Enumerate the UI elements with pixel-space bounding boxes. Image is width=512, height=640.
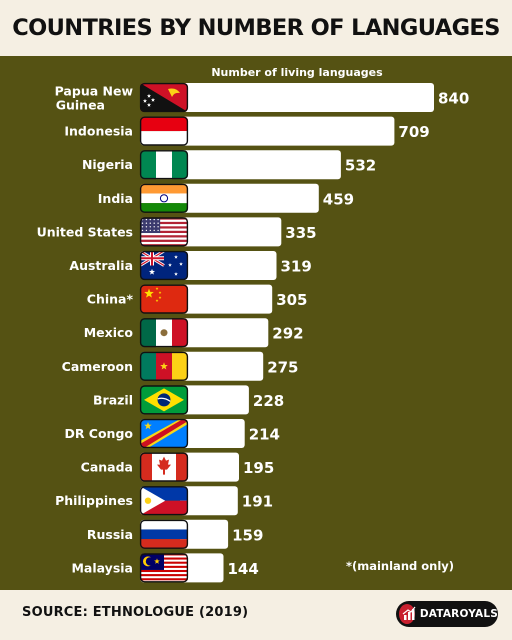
title-bar: COUNTRIES BY NUMBER OF LANGUAGES bbox=[0, 0, 512, 56]
philippines-flag-icon bbox=[139, 486, 189, 516]
bar bbox=[180, 385, 249, 415]
bar-row: 305 China* bbox=[87, 284, 308, 314]
category-label: DR Congo bbox=[64, 426, 133, 441]
bar-row: 228 Brazil bbox=[93, 385, 284, 415]
category-label: United States bbox=[37, 224, 133, 239]
bar-row: 532 Nigeria bbox=[82, 150, 376, 180]
source-text: SOURCE: ETHNOLOGUE (2019) bbox=[22, 605, 249, 620]
australia-flag-icon bbox=[139, 250, 189, 281]
bar-row: 840 Papua New Guinea bbox=[55, 82, 469, 113]
bar bbox=[180, 486, 238, 516]
value-label: 335 bbox=[285, 224, 316, 242]
value-label: 191 bbox=[242, 493, 273, 511]
china-flag-icon bbox=[139, 284, 189, 314]
brand-badge: DATAROYALS bbox=[396, 601, 498, 627]
bar bbox=[180, 217, 282, 247]
bar-chart-logo-icon bbox=[399, 604, 416, 624]
bar bbox=[180, 318, 269, 348]
value-label: 292 bbox=[272, 325, 303, 343]
bar-chart: Number of living languages *(mainland on… bbox=[37, 66, 469, 583]
category-label: Cameroon bbox=[62, 359, 133, 374]
bar bbox=[180, 251, 277, 280]
footer: SOURCE: ETHNOLOGUE (2019) DATAROYALS bbox=[0, 590, 512, 640]
nigeria-flag-icon bbox=[139, 150, 189, 180]
category-label: Indonesia bbox=[64, 124, 133, 139]
value-label: 275 bbox=[267, 358, 298, 376]
footnote: *(mainland only) bbox=[346, 559, 454, 573]
value-label: 840 bbox=[438, 90, 469, 108]
category-label: Russia bbox=[87, 527, 133, 542]
india-flag-icon bbox=[139, 183, 189, 213]
value-label: 305 bbox=[276, 291, 307, 309]
bar bbox=[180, 519, 229, 549]
malaysia-flag-icon bbox=[139, 553, 189, 583]
brazil-flag-icon bbox=[139, 385, 189, 415]
value-label: 228 bbox=[253, 392, 284, 410]
category-label: Canada bbox=[81, 460, 133, 475]
value-label: 195 bbox=[243, 459, 274, 477]
category-label: China* bbox=[87, 292, 134, 307]
bar bbox=[180, 553, 224, 583]
bar-row: 459 India bbox=[98, 183, 354, 213]
bar bbox=[180, 116, 395, 146]
value-label: 709 bbox=[398, 123, 429, 141]
category-label: Papua New Guinea bbox=[55, 84, 134, 113]
bar-row: 195 Canada bbox=[81, 452, 274, 482]
bar-row: 709 Indonesia bbox=[64, 116, 430, 146]
dr-congo-flag-icon bbox=[139, 418, 189, 449]
bar-row: 159 Russia bbox=[87, 519, 263, 549]
bar-row: 214 DR Congo bbox=[64, 418, 280, 449]
category-label: Australia bbox=[69, 258, 133, 273]
bar-row: 275 Cameroon bbox=[62, 351, 299, 381]
bar bbox=[180, 284, 273, 314]
value-label: 319 bbox=[281, 258, 312, 276]
bar-row: 292 Mexico bbox=[84, 318, 304, 348]
bar bbox=[180, 150, 341, 180]
bar bbox=[180, 83, 434, 112]
bar bbox=[180, 419, 245, 448]
bar bbox=[180, 351, 264, 381]
russia-flag-icon bbox=[139, 519, 189, 549]
canada-flag-icon bbox=[139, 452, 189, 482]
bar bbox=[180, 452, 239, 482]
value-axis-label: Number of living languages bbox=[211, 66, 383, 79]
bar-row: 319 Australia bbox=[69, 250, 312, 281]
bar-row: 335 United States bbox=[37, 217, 317, 247]
indonesia-flag-icon bbox=[139, 116, 189, 146]
category-label: Philippines bbox=[55, 493, 133, 508]
bar-row: 191 Philippines bbox=[55, 486, 273, 516]
bar bbox=[180, 183, 319, 213]
category-label: India bbox=[98, 191, 133, 206]
value-label: 144 bbox=[228, 560, 259, 578]
cameroon-flag-icon bbox=[139, 351, 189, 381]
papua-new-guinea-flag-icon bbox=[139, 82, 189, 113]
bar-row: 144 Malaysia bbox=[71, 553, 259, 583]
category-label: Brazil bbox=[93, 392, 133, 407]
brand-name: DATAROYALS bbox=[419, 608, 498, 620]
mexico-flag-icon bbox=[139, 318, 189, 348]
value-label: 214 bbox=[249, 426, 280, 444]
category-label: Nigeria bbox=[82, 157, 133, 172]
united-states-flag-icon bbox=[139, 217, 189, 247]
category-label: Mexico bbox=[84, 325, 134, 340]
value-label: 532 bbox=[345, 157, 376, 175]
category-label: Malaysia bbox=[71, 560, 133, 575]
value-label: 459 bbox=[323, 190, 354, 208]
chart-title: COUNTRIES BY NUMBER OF LANGUAGES bbox=[12, 15, 500, 41]
value-label: 159 bbox=[232, 526, 263, 544]
chart-panel: Number of living languages *(mainland on… bbox=[0, 56, 512, 590]
